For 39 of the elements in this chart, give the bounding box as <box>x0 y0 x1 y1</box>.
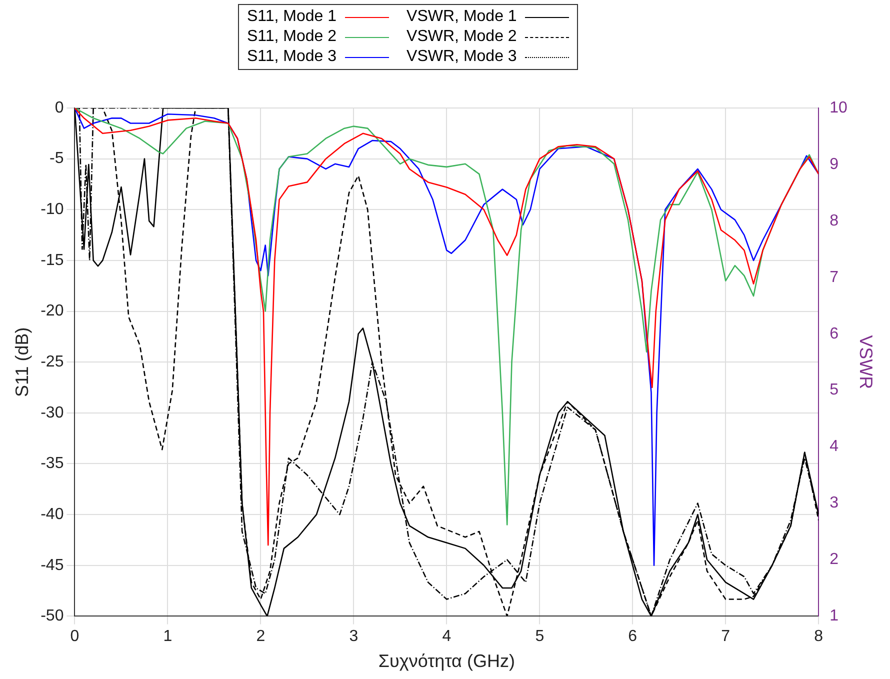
legend-label: VSWR, Mode 1 <box>406 8 517 26</box>
legend-label: S11, Mode 3 <box>247 48 337 66</box>
y-tick-label: 0 <box>54 99 64 116</box>
y2-tick-label: 1 <box>830 608 839 625</box>
y-tick-label: -30 <box>40 404 64 422</box>
y2-tick-label: 7 <box>830 268 839 286</box>
y2-tick-label: 4 <box>830 438 839 456</box>
x-tick-label: 8 <box>814 628 824 646</box>
y-tick-label: -40 <box>40 506 64 523</box>
y-tick-label: -15 <box>40 252 64 269</box>
x-tick-label: 1 <box>163 628 172 646</box>
y2-axis-title: VSWR <box>856 335 876 390</box>
x-tick-label: 6 <box>628 628 638 646</box>
y2-tick-label: 9 <box>830 156 839 173</box>
legend-label: VSWR, Mode 2 <box>406 28 517 46</box>
legend-label: VSWR, Mode 3 <box>406 48 517 66</box>
y2-tick-label: 5 <box>830 382 839 399</box>
y2-tick-label: 3 <box>830 494 839 512</box>
x-tick-label: 3 <box>349 628 358 646</box>
x-tick-label: 4 <box>442 628 452 646</box>
x-tick-label: 0 <box>70 628 80 646</box>
x-tick-label: 2 <box>256 628 266 646</box>
y-tick-label: -45 <box>40 556 64 574</box>
y-tick-label: -10 <box>40 201 64 218</box>
y2-tick-label: 10 <box>830 99 848 116</box>
y-tick-label: -20 <box>40 302 64 320</box>
y-tick-label: -25 <box>40 354 64 371</box>
y-axis-title: S11 (dB) <box>12 327 32 397</box>
y-tick-label: -35 <box>40 455 64 472</box>
x-tick-label: 5 <box>535 628 544 646</box>
legend-label: S11, Mode 2 <box>247 28 337 46</box>
legend-label: S11, Mode 1 <box>247 8 337 26</box>
y-tick-label: -50 <box>40 608 64 625</box>
y-tick-label: -5 <box>49 150 64 168</box>
y2-tick-label: 6 <box>830 325 839 342</box>
y2-tick-label: 2 <box>830 551 839 568</box>
x-axis-title: Συχνότητα (GHz) <box>378 651 515 672</box>
x-tick-label: 7 <box>721 628 730 646</box>
y2-tick-label: 8 <box>830 212 839 230</box>
